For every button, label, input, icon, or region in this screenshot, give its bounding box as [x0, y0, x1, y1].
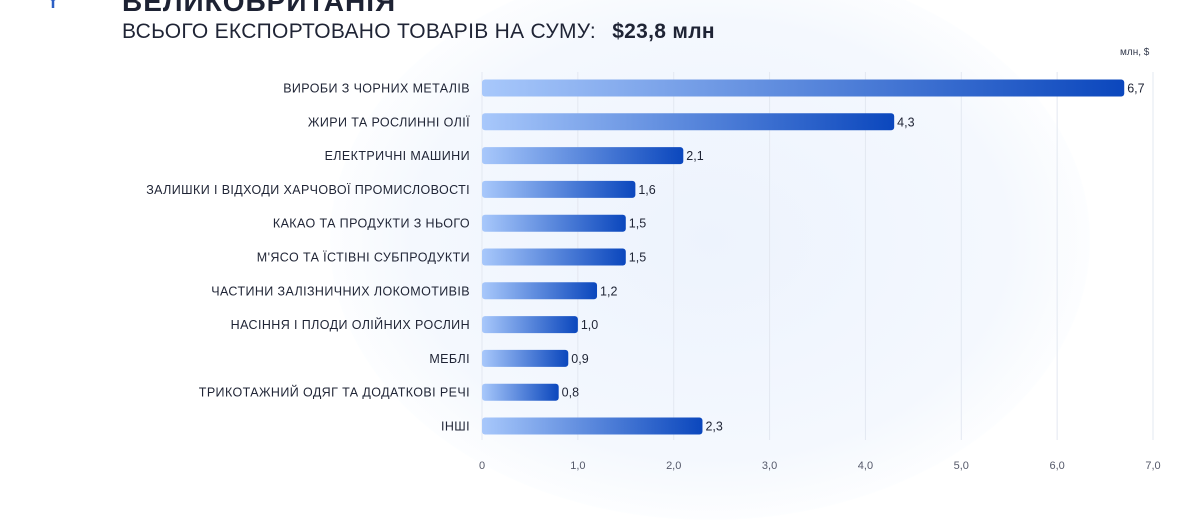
export-total-subtitle: ВСЬОГО ЕКСПОРТОВАНО ТОВАРІВ НА СУМУ: $23… — [122, 20, 715, 44]
value-label: 1,6 — [638, 183, 655, 197]
value-label: 0,9 — [571, 352, 588, 366]
category-label: ЕЛЕКТРИЧНІ МАШИНИ — [325, 149, 470, 163]
x-tick-label: 5,0 — [954, 460, 969, 472]
bar — [482, 79, 1125, 97]
value-label: 0,8 — [562, 386, 579, 400]
export-total-value: $23,8 млн — [612, 20, 715, 43]
box-logo-icon — [50, 0, 56, 8]
subtitle-text: ВСЬОГО ЕКСПОРТОВАНО ТОВАРІВ НА СУМУ: — [122, 20, 597, 43]
value-label: 6,7 — [1127, 82, 1144, 96]
value-label: 2,1 — [686, 149, 703, 163]
x-tick-label: 2,0 — [666, 460, 681, 472]
value-label: 4,3 — [897, 115, 914, 129]
bars — [482, 79, 1125, 435]
export-bar-chart: 0 1,0 2,0 3,0 4,0 5,0 6,0 7,0 ВИРОБИ З ЧОРНИХ МЕ… — [146, 72, 1161, 473]
bar — [482, 383, 559, 401]
category-label: ВИРОБИ З ЧОРНИХ МЕТАЛІВ — [283, 82, 470, 96]
labels: 0 1,0 2,0 3,0 4,0 5,0 6,0 7,0 ВИРОБИ З ЧОРНИХ МЕ… — [146, 82, 1160, 473]
x-tick-label: 0 — [479, 460, 485, 472]
bar — [482, 147, 684, 165]
category-label: ЗАЛИШКИ І ВІДХОДИ ХАРЧОВОЇ ПРОМИСЛОВОСТІ — [146, 183, 470, 197]
value-label: 1,5 — [629, 217, 646, 231]
category-label: МЕБЛІ — [429, 352, 470, 366]
category-label: НАСІННЯ І ПЛОДИ ОЛІЙНИХ РОСЛИН — [231, 317, 470, 332]
category-label: ЖИРИ ТА РОСЛИННІ ОЛІЇ — [308, 115, 470, 129]
value-label: 1,0 — [581, 318, 598, 332]
value-label: 1,5 — [629, 251, 646, 265]
category-label: ІНШІ — [441, 420, 470, 434]
category-label: КАКАО ТА ПРОДУКТИ З НЬОГО — [273, 217, 470, 231]
value-label: 1,2 — [600, 284, 617, 298]
category-label: ТРИКОТАЖНИЙ ОДЯГ ТА ДОДАТКОВІ РЕЧІ — [199, 385, 470, 400]
category-label: ЧАСТИНИ ЗАЛІЗНИЧНИХ ЛОКОМОТИВІВ — [211, 284, 470, 298]
x-tick-label: 1,0 — [570, 460, 585, 472]
bar — [482, 349, 569, 367]
x-tick-label: 6,0 — [1049, 460, 1064, 472]
x-tick-label: 4,0 — [858, 460, 873, 472]
value-label: 2,3 — [705, 420, 722, 434]
page-title: ВЕЛИКОБРИТАНІЯ — [122, 0, 397, 17]
x-tick-label: 3,0 — [762, 460, 777, 472]
bar — [482, 316, 578, 334]
bar — [482, 248, 626, 266]
bar — [482, 113, 895, 131]
category-label: М'ЯСО ТА ЇСТІВНІ СУБПРОДУКТИ — [257, 251, 470, 265]
x-tick-label: 7,0 — [1145, 460, 1160, 472]
bar — [482, 282, 598, 300]
bar — [482, 180, 636, 198]
unit-label: млн, $ — [1120, 47, 1150, 58]
bar — [482, 417, 703, 435]
bar — [482, 214, 626, 232]
